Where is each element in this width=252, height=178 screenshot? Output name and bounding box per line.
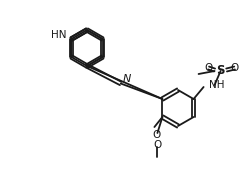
Text: O: O bbox=[204, 63, 212, 73]
Text: O: O bbox=[230, 63, 238, 73]
Text: N: N bbox=[122, 74, 130, 83]
Text: S: S bbox=[215, 64, 224, 77]
Text: O: O bbox=[152, 130, 160, 140]
Text: HN: HN bbox=[50, 30, 66, 40]
Text: O: O bbox=[153, 140, 161, 150]
Text: NH: NH bbox=[208, 80, 223, 90]
